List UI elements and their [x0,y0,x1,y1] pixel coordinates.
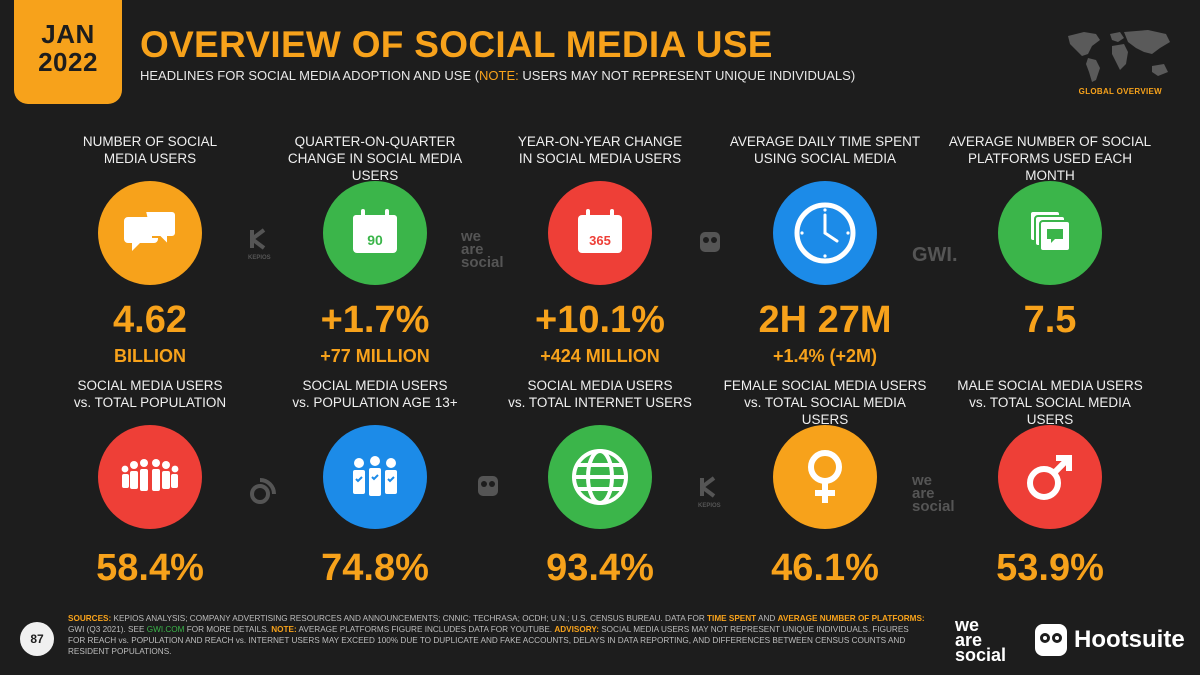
hootsuite-wordmark: Hootsuite [1074,626,1185,653]
stat-circle [548,425,652,529]
stat-value: 2H 27M [758,299,892,341]
we-are-social-logo: we are social [955,615,1007,665]
we-are-social-watermark-2: we are social [912,472,955,515]
date-badge: JAN 2022 [14,0,122,104]
chat-bubbles-icon [124,210,177,251]
stat-value: 7.5 [1023,299,1077,341]
stat-value: 46.1% [771,547,879,589]
stat-quarter-change: QUARTER-ON-QUARTER CHANGE IN SOCIAL MEDI… [270,133,480,367]
stat-label: SOCIAL MEDIA USERS vs. TOTAL INTERNET US… [508,378,692,410]
svg-text:90: 90 [367,232,383,248]
gwi-link[interactable]: GWI.COM [146,625,185,634]
globe-icon [572,449,628,505]
stat-value: +10.1% [535,299,665,341]
owl-icon [478,476,498,496]
stat-subvalue: +77 MILLION [320,346,430,366]
data-logo-icon [250,478,276,504]
calendar-365-icon: 365 [578,209,622,253]
crowd-icon [121,459,179,491]
stat-label: SOCIAL MEDIA USERS vs. POPULATION AGE 13… [292,378,458,410]
stat-circle [998,181,1102,285]
stat-year-change: YEAR-ON-YEAR CHANGE IN SOCIAL MEDIA USER… [495,133,705,367]
stat-label: FEMALE SOCIAL MEDIA USERS vs. TOTAL SOCI… [723,378,927,427]
stat-label: NUMBER OF SOCIAL MEDIA USERS [82,134,218,166]
stat-vs-internet-users: SOCIAL MEDIA USERS vs. TOTAL INTERNET US… [495,377,705,589]
stat-female-users: FEMALE SOCIAL MEDIA USERS vs. TOTAL SOCI… [720,377,930,589]
stat-value: 53.9% [996,547,1104,589]
stat-circle [98,425,202,529]
stat-value: 58.4% [96,547,204,589]
stat-vs-total-population: SOCIAL MEDIA USERS vs. TOTAL POPULATION … [45,377,255,589]
stat-label: AVERAGE DAILY TIME SPENT USING SOCIAL ME… [729,134,921,166]
stat-value: +1.7% [320,299,430,341]
kepios-watermark-2: KEPIOS [698,476,726,509]
stat-label: YEAR-ON-YEAR CHANGE IN SOCIAL MEDIA USER… [517,134,683,166]
stat-daily-time: AVERAGE DAILY TIME SPENT USING SOCIAL ME… [720,133,930,367]
owl-icon [700,232,720,252]
stat-avg-platforms: AVERAGE NUMBER OF SOCIAL PLATFORMS USED … [945,133,1155,345]
hootsuite-owl-watermark-2 [476,474,500,503]
clock-icon [794,202,856,264]
gwi-watermark: GWI. [912,244,958,266]
stat-circle: 90 [323,181,427,285]
hootsuite-logo: Hootsuite [1034,622,1185,658]
stat-circle [323,425,427,529]
page-title: OVERVIEW OF SOCIAL MEDIA USE [140,24,773,65]
stat-value: 4.62 [113,299,187,341]
sources-footer: SOURCES: KEPIOS ANALYSIS; COMPANY ADVERT… [68,614,925,656]
stat-label: SOCIAL MEDIA USERS vs. TOTAL POPULATION [73,378,227,410]
stat-circle [998,425,1102,529]
svg-text:365: 365 [589,233,611,248]
stat-subvalue: BILLION [114,346,186,366]
kepios-watermark: KEPIOS [248,228,276,261]
data-watermark [248,474,282,511]
people-check-icon [353,456,397,496]
stat-label: QUARTER-ON-QUARTER CHANGE IN SOCIAL MEDI… [287,134,463,183]
stat-circle [773,181,877,285]
date-month: JAN [41,19,95,49]
we-are-social-watermark: we are social [461,228,504,271]
hootsuite-owl-watermark [698,230,722,259]
page-number: 87 [20,622,54,656]
stat-circle [773,425,877,529]
kepios-logo-icon [700,476,716,498]
stat-label: MALE SOCIAL MEDIA USERS vs. TOTAL SOCIAL… [957,378,1143,427]
stat-circle [98,181,202,285]
hootsuite-owl-icon [1035,624,1067,656]
date-year: 2022 [38,47,98,77]
stat-circle: 365 [548,181,652,285]
stat-subvalue: +424 MILLION [540,346,660,366]
stat-vs-population-13: SOCIAL MEDIA USERS vs. POPULATION AGE 13… [270,377,480,589]
stat-male-users: MALE SOCIAL MEDIA USERS vs. TOTAL SOCIAL… [945,377,1155,589]
world-map-icon [1068,30,1170,82]
stat-value: 74.8% [321,547,429,589]
stat-value: 93.4% [546,547,654,589]
section-tag: GLOBAL OVERVIEW [1078,87,1162,96]
page-subtitle: HEADLINES FOR SOCIAL MEDIA ADOPTION AND … [140,68,856,83]
stat-social-media-users: NUMBER OF SOCIAL MEDIA USERS 4.62 BILLIO… [45,133,255,367]
female-symbol-icon [808,450,842,503]
stat-label: AVERAGE NUMBER OF SOCIAL PLATFORMS USED … [948,134,1152,183]
stat-subvalue: +1.4% (+2M) [772,346,878,366]
stacked-windows-icon [1029,210,1071,252]
male-symbol-icon [1027,455,1072,500]
kepios-logo-icon [250,228,266,250]
calendar-90-icon: 90 [353,209,397,253]
